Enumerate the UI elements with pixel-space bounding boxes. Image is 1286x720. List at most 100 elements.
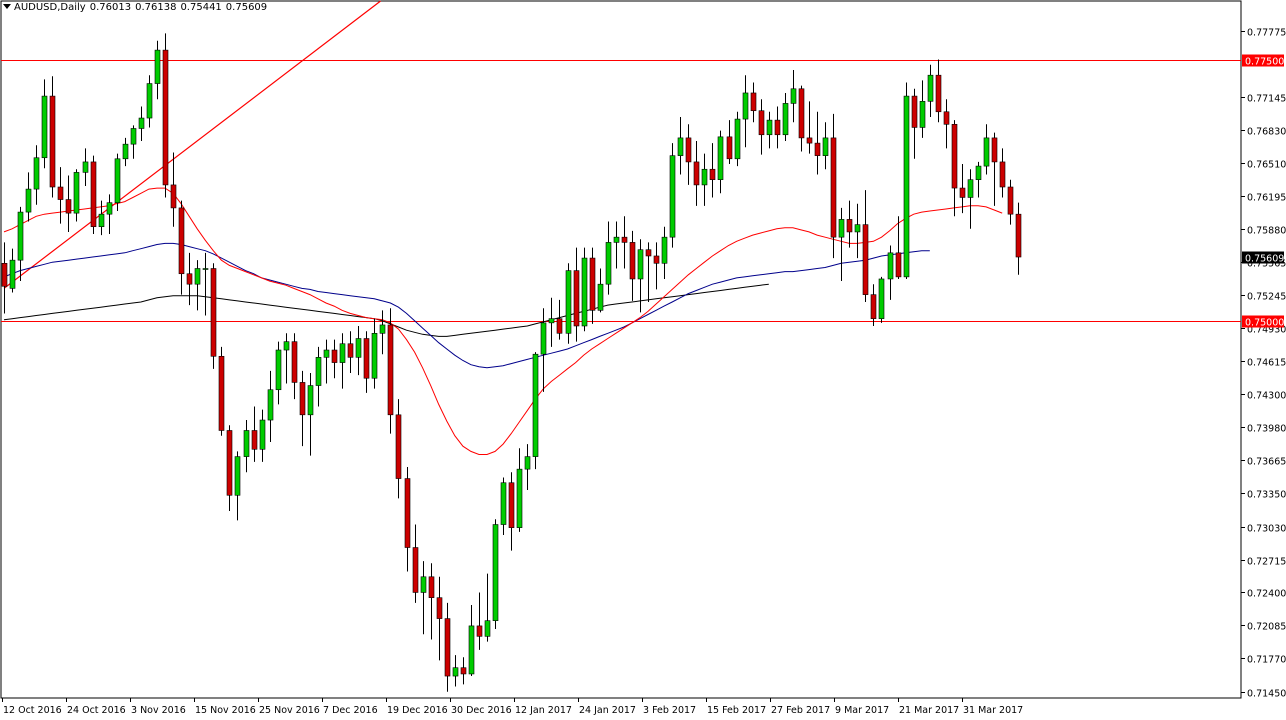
candle-up: [532, 353, 539, 457]
candle-down: [870, 294, 877, 319]
y-tick-label: 0.76830: [1247, 127, 1286, 138]
close-value: 0.75609: [225, 2, 268, 13]
candle-up: [887, 252, 894, 280]
symbol-label: AUDUSD,Daily: [14, 2, 86, 13]
x-tick-label: 7 Dec 2016: [323, 705, 378, 716]
candle-down: [90, 161, 97, 228]
y-tick-label: 0.71450: [1247, 689, 1286, 700]
candle-down: [750, 92, 757, 112]
candle-down: [911, 95, 918, 128]
candle-up: [677, 137, 684, 156]
candle-down: [508, 482, 515, 528]
candle-up: [717, 136, 724, 180]
dropdown-triangle-icon[interactable]: [3, 4, 11, 9]
candle-up: [371, 333, 378, 379]
candle-up: [283, 341, 290, 351]
x-tick-label: 25 Nov 2016: [259, 705, 320, 716]
candle-down: [774, 119, 781, 136]
candle-down: [444, 618, 451, 677]
x-tick-label: 30 Dec 2016: [451, 705, 512, 716]
candle-up: [790, 88, 797, 104]
candle-down: [395, 414, 402, 479]
x-tick-label: 19 Dec 2016: [387, 705, 448, 716]
candle-down: [251, 430, 258, 450]
candle-up: [202, 268, 209, 270]
y-tick-label: 0.74615: [1247, 358, 1286, 369]
candle-down: [556, 318, 563, 334]
candle-down: [726, 136, 733, 160]
y-tick-label: 0.76510: [1247, 160, 1286, 171]
candle-down: [621, 236, 628, 243]
candle-up: [307, 385, 314, 416]
candle-down: [178, 207, 185, 275]
candle-down: [806, 137, 813, 144]
candle-down: [846, 219, 853, 233]
candle-down: [758, 110, 765, 136]
candle-up: [114, 158, 121, 203]
candle-up: [919, 101, 926, 128]
y-tick-label: 0.73980: [1247, 424, 1286, 435]
candle-up: [581, 257, 588, 327]
candle-up: [613, 236, 620, 243]
x-tick-label: 12 Jan 2017: [515, 705, 572, 716]
moving-average-mid: [3, 242, 930, 369]
candle-down: [460, 667, 467, 675]
candle-down: [363, 338, 370, 379]
candle-up: [339, 343, 346, 363]
candle-up: [484, 620, 491, 637]
candle-up: [420, 576, 427, 593]
candle-up: [661, 236, 668, 264]
candle-down: [291, 341, 298, 383]
candle-down: [862, 224, 869, 295]
x-tick-label: 15 Feb 2017: [707, 705, 766, 716]
candle-up: [379, 324, 386, 334]
candle-down: [170, 184, 177, 209]
y-tick-label: 0.73350: [1247, 490, 1286, 501]
candle-up: [838, 219, 845, 238]
y-tick-label: 0.74300: [1247, 391, 1286, 402]
candle-up: [73, 172, 80, 214]
candle-up: [468, 625, 475, 675]
level-label: 0.77500: [1245, 57, 1284, 68]
candle-down: [653, 255, 660, 264]
candle-up: [41, 95, 48, 159]
candle-down: [1015, 213, 1022, 258]
candle-up: [637, 249, 644, 280]
candle-down: [798, 88, 805, 139]
candle-up: [500, 482, 507, 525]
candle-down: [895, 252, 902, 278]
candle-down: [347, 343, 354, 358]
candle-up: [766, 119, 773, 136]
candle-down: [299, 382, 306, 416]
current-price-label: 0.75609: [1245, 254, 1284, 265]
open-value: 0.76013: [89, 2, 132, 13]
chart-header: AUDUSD,Daily 0.76013 0.76138 0.75441 0.75609: [3, 2, 271, 13]
y-tick-label: 0.71770: [1247, 655, 1286, 666]
y-tick-label: 0.77775: [1247, 28, 1286, 39]
y-tick-label: 0.72715: [1247, 557, 1286, 568]
low-value: 0.75441: [180, 2, 222, 13]
x-tick-label: 3 Nov 2016: [131, 705, 186, 716]
y-tick-label: 0.73030: [1247, 524, 1286, 535]
candle-up: [154, 49, 161, 84]
candle-up: [452, 667, 459, 677]
candle-down: [629, 242, 636, 280]
candle-down: [693, 161, 700, 186]
candle-up: [9, 259, 16, 289]
candle-up: [597, 283, 604, 311]
candle-up: [355, 338, 362, 358]
candle-up: [669, 155, 676, 238]
candle-up: [234, 456, 241, 496]
candle-up: [138, 117, 145, 129]
candle-up: [130, 128, 137, 145]
x-tick-label: 24 Jan 2017: [579, 705, 636, 716]
candle-down: [412, 547, 419, 593]
moving-average-slow: [3, 283, 769, 337]
y-tick-label: 0.77145: [1247, 94, 1286, 105]
candle-up: [903, 95, 910, 278]
y-tick-label: 0.72085: [1247, 622, 1286, 633]
candle-up: [82, 161, 89, 173]
candle-down: [951, 124, 958, 189]
